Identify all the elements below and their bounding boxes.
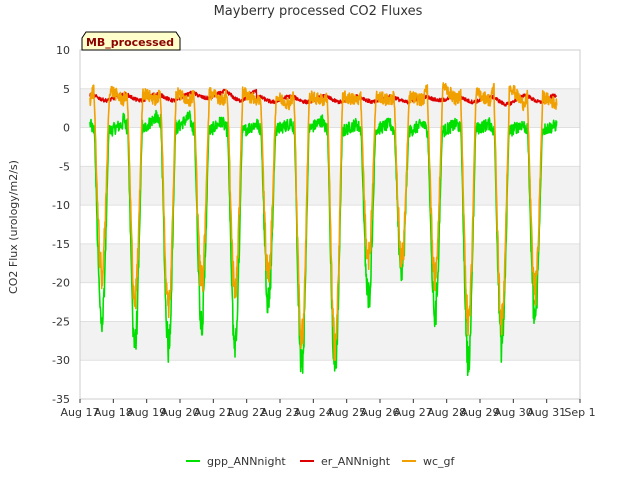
y-axis-ticks: 10 5 0 -5 -10 -15 -20 -25 -30 -35	[52, 44, 70, 406]
x-tick-label: Aug 22	[227, 406, 266, 419]
plot-frame	[79, 49, 581, 400]
band	[80, 127, 580, 167]
y-axis-label: CO2 Flux (urology/m2/s)	[7, 160, 20, 294]
series-line-gpp-annnight	[89, 109, 558, 377]
shaded-band	[80, 321, 580, 361]
legend-label: er_ANNnight	[321, 455, 391, 468]
chart-title: Mayberry processed CO2 Fluxes	[214, 4, 423, 19]
series-line-wc-gf	[89, 82, 558, 362]
x-tick-label: Aug 20	[161, 406, 200, 419]
y-tick-label: 0	[63, 122, 70, 135]
x-tick-label: Aug 29	[461, 406, 500, 419]
series-line-er-annnight	[89, 88, 557, 107]
y-tick-label: -20	[52, 277, 70, 290]
x-tick-label: Aug 18	[94, 406, 133, 419]
series-layer	[89, 82, 558, 377]
band	[80, 50, 580, 89]
x-tick-label: Aug 21	[194, 406, 233, 419]
legend-label: gpp_ANNnight	[207, 455, 286, 468]
legend-item-gpp-annnight: gpp_ANNnight	[186, 455, 286, 468]
y-tick-label: -30	[52, 354, 70, 367]
x-tick-label: Aug 23	[261, 406, 300, 419]
legend: gpp_ANNnight er_ANNnight wc_gf	[186, 455, 456, 468]
legend-label: wc_gf	[423, 455, 456, 468]
y-tick-label: -5	[59, 160, 70, 173]
x-tick-label: Aug 26	[361, 406, 400, 419]
y-tick-label: -10	[52, 199, 70, 212]
x-tick-label: Aug 24	[294, 406, 333, 419]
x-tick-label: Aug 28	[427, 406, 466, 419]
legend-item-er-annnight: er_ANNnight	[300, 455, 391, 468]
badge-box	[81, 31, 181, 51]
badge-label: MB_processed	[86, 36, 174, 49]
x-tick-label: Aug 27	[394, 406, 433, 419]
y-tick-label: -25	[52, 315, 70, 328]
x-tick-label: Sep 1	[564, 406, 595, 419]
y-tick-label: -15	[52, 238, 70, 251]
x-tick-label: Aug 19	[127, 406, 166, 419]
x-tick-label: Aug 25	[327, 406, 366, 419]
x-tick-label: Aug 31	[527, 406, 566, 419]
legend-item-wc-gf: wc_gf	[402, 455, 456, 468]
x-tick-label: Aug 30	[494, 406, 533, 419]
y-tick-label: -35	[52, 393, 70, 406]
band	[80, 282, 580, 322]
x-tick-label: Aug 17	[61, 406, 100, 419]
y-tick-label: 5	[63, 83, 70, 96]
y-tick-label: 10	[56, 44, 70, 57]
mb-processed-badge: MB_processed	[81, 31, 181, 51]
band	[80, 360, 580, 399]
